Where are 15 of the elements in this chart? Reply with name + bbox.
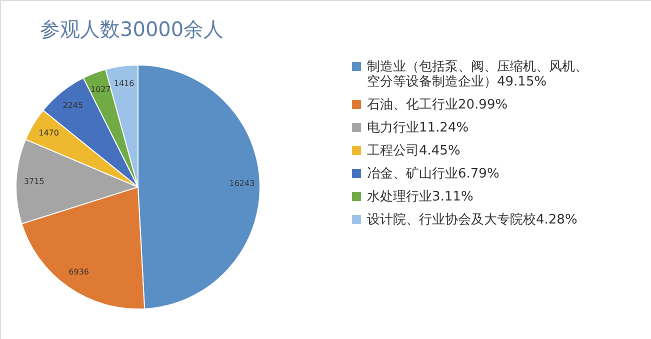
data-label: 1416 (114, 78, 134, 88)
legend-label: 工程公司4.45% (367, 144, 460, 158)
legend-label: 水处理行业3.11% (367, 190, 474, 204)
legend-label: 制造业（包括泵、阀、压缩机、风机、空分等设备制造企业）49.15% (367, 60, 588, 90)
data-label: 2245 (62, 100, 83, 110)
data-label: 3715 (24, 177, 44, 186)
data-label: 16243 (229, 179, 255, 188)
chart-title: 参观人数30000余人 (40, 17, 224, 41)
data-label: 1027 (90, 84, 111, 94)
data-label: 1470 (38, 128, 59, 138)
legend-label: 石油、化工行业20.99% (367, 98, 508, 112)
legend-label: 设计院、行业协会及大专院校4.28% (367, 212, 578, 228)
data-label: 6936 (68, 268, 89, 277)
legend-label: 电力行业11.24% (367, 120, 469, 136)
legend-label: 冶金、矿山行业6.79% (367, 166, 500, 182)
